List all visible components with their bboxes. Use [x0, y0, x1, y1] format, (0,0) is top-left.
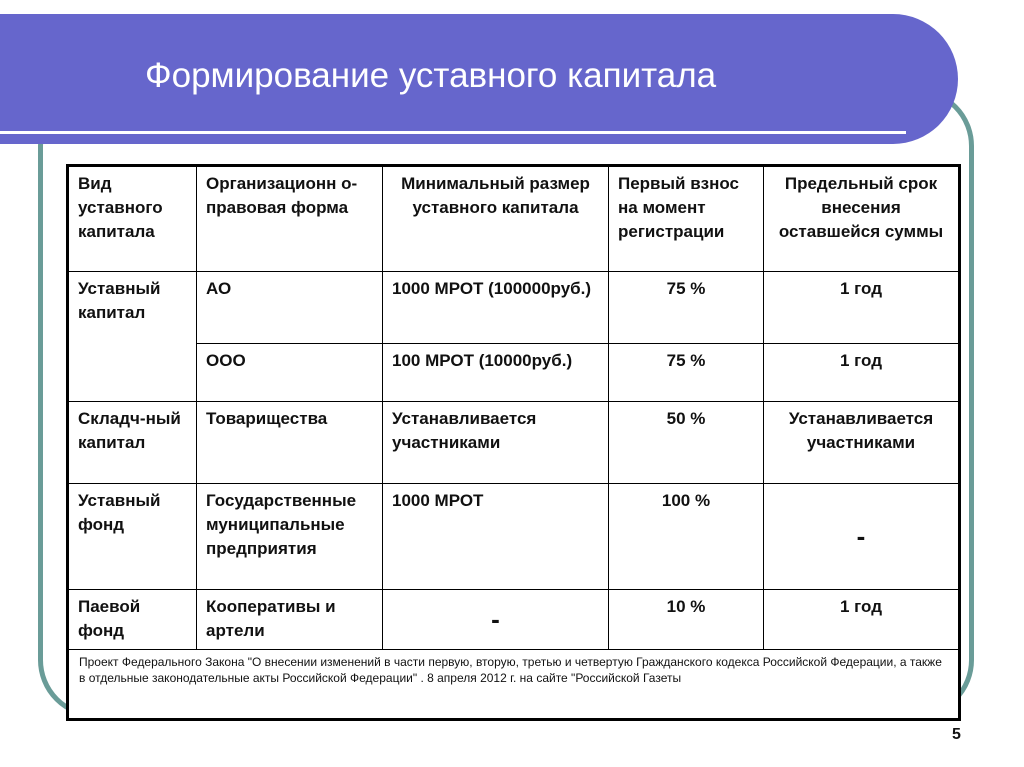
cell-type: Паевой фонд: [67, 589, 197, 650]
cell-term: 1 год: [763, 271, 960, 344]
cell-form: Товарищества: [196, 401, 383, 484]
header-min-size: Минимальный размер уставного капитала: [382, 165, 609, 272]
cell-form: Кооперативы и артели: [196, 589, 383, 650]
table-row: ООО 100 МРОТ (10000руб.) 75 % 1 год: [68, 343, 960, 402]
header-first-payment: Первый взнос на момент регистрации: [608, 165, 764, 272]
cell-form: Государственные муниципальные предприяти…: [196, 483, 383, 590]
header-term: Предельный срок внесения оставшейся сумм…: [763, 165, 960, 272]
table-row: Уставный капитал АО 1000 МРОТ (100000руб…: [67, 271, 960, 402]
cell-form: АО: [196, 271, 383, 344]
table-row: Уставный фонд Государственные муниципаль…: [67, 483, 960, 590]
cell-type: Уставный капитал: [67, 271, 197, 402]
slide-title: Формирование уставного капитала: [145, 56, 717, 95]
cell-min-size: 1000 МРОТ: [382, 483, 609, 590]
cell-first-payment: 75 %: [608, 343, 764, 402]
table-row: Складч-ный капитал Товарищества Устанавл…: [67, 401, 960, 484]
cell-term: 1 год: [763, 589, 960, 650]
cell-min-size: 100 МРОТ (10000руб.): [382, 343, 609, 402]
cell-first-payment: 10 %: [608, 589, 764, 650]
cell-min-size: 1000 МРОТ (100000руб.): [382, 271, 609, 344]
page-number: 5: [952, 726, 961, 743]
cell-min-size: Устанавливается участниками: [382, 401, 609, 484]
cell-type: Уставный фонд: [67, 483, 197, 590]
title-banner: [0, 14, 958, 144]
cell-term: 1 год: [763, 343, 960, 402]
cell-form: ООО: [196, 343, 383, 402]
header-form: Организационн о-правовая форма: [196, 165, 383, 272]
table-row: Паевой фонд Кооперативы и артели - 10 % …: [67, 589, 960, 650]
capital-table: Вид уставного капитала Организационн о-п…: [66, 164, 961, 721]
cell-first-payment: 100 %: [608, 483, 764, 590]
cell-term: -: [763, 483, 960, 590]
cell-first-payment: 50 %: [608, 401, 764, 484]
table-header-row: Вид уставного капитала Организационн о-п…: [67, 165, 960, 272]
footnote: Проект Федерального Закона "О внесении и…: [67, 649, 960, 720]
table-footnote-row: Проект Федерального Закона "О внесении и…: [67, 649, 960, 720]
cell-type: Складч-ный капитал: [67, 401, 197, 484]
cell-min-size: -: [382, 589, 609, 650]
header-type: Вид уставного капитала: [67, 165, 197, 272]
banner-underline: [0, 131, 906, 134]
cell-term: Устанавливается участниками: [763, 401, 960, 484]
cell-first-payment: 75 %: [608, 271, 764, 344]
